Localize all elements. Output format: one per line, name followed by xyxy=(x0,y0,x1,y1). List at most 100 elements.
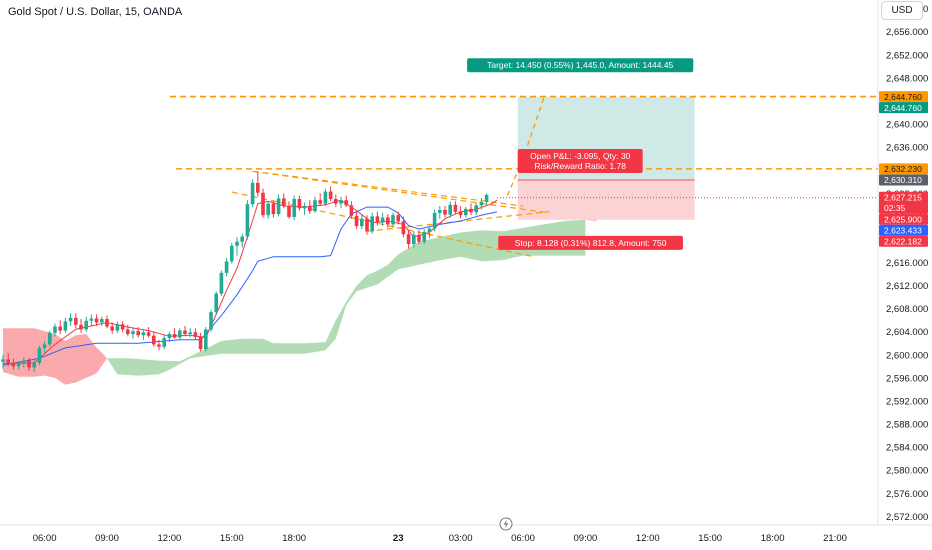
plot-area: Target: 14.450 (0.55%) 1,445.0, Amount: … xyxy=(1,58,878,385)
candle xyxy=(110,322,114,335)
candle xyxy=(235,237,239,256)
candle xyxy=(292,195,296,220)
candle xyxy=(204,327,208,352)
candle xyxy=(344,195,348,208)
candle xyxy=(349,201,354,219)
candle xyxy=(100,316,104,326)
base-line xyxy=(2,206,498,366)
candle xyxy=(105,315,109,329)
candle xyxy=(448,201,452,218)
candle xyxy=(167,331,172,343)
time-axis: 06:00 09:00 12:00 15:00 18:00 23 03:00 06:00 09:… xyxy=(0,524,932,544)
candle xyxy=(484,193,489,206)
price-tag: 2,632.230 xyxy=(879,163,928,175)
candle xyxy=(308,200,312,215)
target-label: Target: 14.450 (0.55%) 1,445.0, Amount: … xyxy=(467,58,694,73)
candle xyxy=(162,335,166,350)
candle xyxy=(432,209,437,232)
candle xyxy=(152,331,156,347)
candle xyxy=(365,215,369,235)
candle xyxy=(266,201,270,219)
candle xyxy=(396,211,400,225)
x-tick-label: 12:00 xyxy=(636,533,660,544)
candle xyxy=(219,270,224,296)
candle xyxy=(209,309,213,332)
candle xyxy=(474,202,478,216)
candle xyxy=(302,202,307,216)
x-tick-label: 09:00 xyxy=(574,533,598,544)
price-tag-label: 2,627.215 xyxy=(884,193,922,203)
y-tick-label: 2,652.000 xyxy=(886,50,928,61)
chart-title: Gold Spot / U.S. Dollar, 15, OANDA xyxy=(8,6,183,18)
currency-button[interactable]: USD xyxy=(881,1,923,20)
candle xyxy=(464,207,468,218)
candle xyxy=(198,332,203,352)
candle xyxy=(458,205,463,219)
candle xyxy=(240,233,244,248)
x-tick-label: 23 xyxy=(393,533,404,544)
x-tick-label: 15:00 xyxy=(698,533,722,544)
candle xyxy=(313,196,317,213)
candle xyxy=(276,194,281,217)
candle xyxy=(79,319,83,333)
price-tag-label: 2,644.760 xyxy=(884,92,922,102)
y-tick-label: 2,600.000 xyxy=(886,350,928,361)
candle xyxy=(48,330,52,347)
candle xyxy=(328,186,333,202)
candle xyxy=(188,328,192,338)
candle xyxy=(6,353,10,367)
candle xyxy=(193,328,198,340)
candle xyxy=(22,357,26,368)
candle xyxy=(386,214,390,228)
price-tag: 2,625.900 xyxy=(879,213,928,225)
candle xyxy=(58,320,62,335)
y-tick-label: 2,612.000 xyxy=(886,281,928,292)
candle xyxy=(318,193,322,206)
candle xyxy=(323,188,328,206)
label-text: Target: 14.450 (0.55%) 1,445.0, Amount: … xyxy=(487,60,673,70)
candle xyxy=(250,179,255,208)
y-tick-label: 2,584.000 xyxy=(886,443,928,454)
y-tick-label: 2,636.000 xyxy=(886,143,928,154)
candle xyxy=(422,229,426,245)
candle xyxy=(245,200,250,240)
x-tick-label: 21:00 xyxy=(823,533,847,544)
lightning-icon[interactable] xyxy=(499,517,513,531)
price-tag-label: 2,644.760 xyxy=(884,103,922,113)
candle xyxy=(172,328,177,339)
candle xyxy=(360,214,364,230)
candle xyxy=(32,360,36,373)
candle xyxy=(120,321,125,333)
price-tag-label: 2,623.433 xyxy=(884,226,922,236)
x-tick-label: 15:00 xyxy=(220,533,244,544)
candle xyxy=(417,230,421,245)
candle xyxy=(214,291,218,315)
candle xyxy=(84,316,88,332)
candle xyxy=(42,340,47,353)
ichimoku-cloud-bearish xyxy=(3,328,107,385)
candle xyxy=(178,328,182,340)
y-tick-label: 2,604.000 xyxy=(886,327,928,338)
candle xyxy=(37,345,42,366)
candle xyxy=(126,324,130,337)
x-tick-label: 18:00 xyxy=(282,533,306,544)
candle xyxy=(131,327,135,339)
candle xyxy=(94,314,99,326)
ichimoku-cloud-bullish xyxy=(107,219,586,376)
price-tag: 2,623.433 xyxy=(879,224,928,236)
candle xyxy=(11,358,16,370)
candle xyxy=(74,313,78,329)
candle xyxy=(68,313,73,326)
candle xyxy=(157,339,161,351)
candle xyxy=(469,203,473,216)
price-tag: 2,630.310 xyxy=(879,174,928,186)
candle xyxy=(453,201,458,215)
candle xyxy=(401,216,406,238)
candle xyxy=(16,361,21,370)
y-tick-label: 2,640.000 xyxy=(886,120,928,131)
x-tick-label: 03:00 xyxy=(449,533,473,544)
